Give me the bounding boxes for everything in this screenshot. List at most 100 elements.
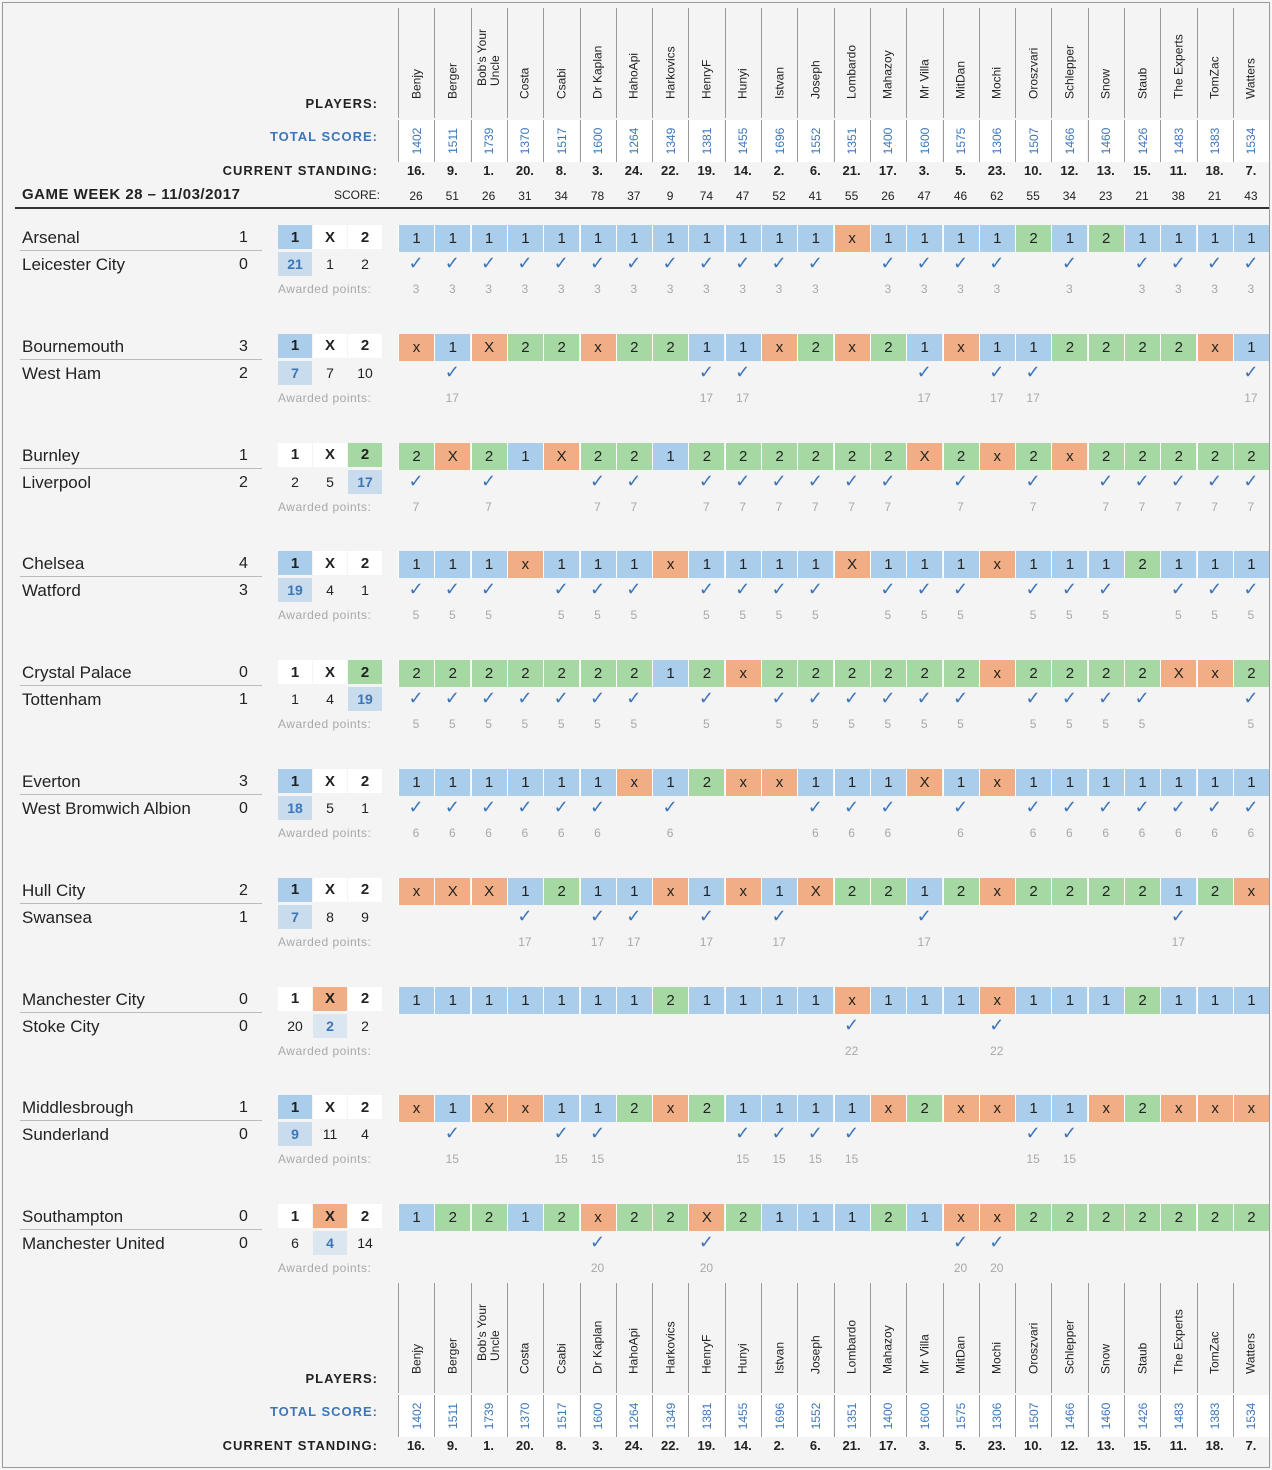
correct-check-icon: ✓ — [444, 579, 460, 600]
prediction-cell: 1 — [761, 1095, 797, 1123]
total-score-value: 1575 — [954, 127, 968, 155]
prediction-cell: X — [543, 442, 580, 470]
top-player-total-score: 1426 — [1124, 120, 1160, 162]
bottom-player-name: Oroszvari — [1015, 1283, 1051, 1393]
game-week-title: GAME WEEK 28 – 11/03/2017 — [22, 186, 241, 203]
awarded-points: 3 — [884, 282, 892, 296]
prediction-cell: x — [978, 551, 1015, 579]
top-player-total-score: 1483 — [1160, 120, 1197, 162]
awarded-points: 17 — [518, 934, 532, 949]
correct-check-icon: ✓ — [807, 579, 823, 600]
player-name-label: HenryF — [699, 1334, 714, 1374]
bottom-player-standing: 10. — [1024, 1438, 1043, 1453]
player-name-label: Dr Kaplan — [590, 1320, 605, 1374]
top-player-standing: 21. — [842, 163, 861, 178]
top-player-name: Staub — [1124, 8, 1160, 118]
correct-check-icon: ✓ — [880, 470, 896, 491]
bottom-player-total-score: 1381 — [688, 1395, 725, 1437]
prediction-cell: 2 — [1232, 660, 1269, 688]
prediction-cell: 1 — [1051, 225, 1088, 252]
prediction-cell: 2 — [1087, 1204, 1124, 1232]
prediction-cell: 1 — [543, 551, 580, 579]
awarded-points-label: Awarded points: — [278, 499, 372, 514]
awarded-points: 5 — [703, 717, 710, 732]
total-score-value: 1739 — [482, 127, 497, 155]
away-goals: 0 — [239, 1126, 248, 1144]
player-name-label: Mr Villa — [917, 1334, 932, 1374]
prediction-cell: 2 — [688, 660, 725, 688]
top-player-total-score: 1383 — [1196, 120, 1233, 162]
prediction-cell: 1 — [506, 769, 543, 796]
correct-check-icon: ✓ — [698, 688, 714, 709]
correct-check-icon: ✓ — [1243, 470, 1259, 491]
awarded-points: 15 — [736, 1152, 750, 1167]
team-divider — [20, 467, 262, 469]
prediction-cell: 2 — [1051, 1204, 1088, 1232]
prediction-cell: 1 — [978, 333, 1015, 361]
away-goals: 0 — [239, 256, 248, 273]
prediction-cell: 2 — [869, 877, 906, 905]
player-name-label: Hunyi — [735, 1343, 750, 1374]
awarded-points: 5 — [594, 717, 601, 732]
bottom-player-standing: 20. — [515, 1438, 534, 1453]
prediction-cell: 2 — [833, 877, 870, 905]
bottom-player-name: Csabi — [543, 1283, 579, 1393]
correct-check-icon: ✓ — [626, 470, 642, 491]
correct-check-icon: ✓ — [589, 1232, 606, 1253]
prediction-cell: X — [833, 551, 870, 579]
top-player-name: HenryF — [688, 8, 724, 118]
top-player-standing: 18. — [1205, 163, 1224, 178]
awarded-points: 6 — [521, 826, 529, 840]
prediction-cell: 2 — [615, 442, 652, 470]
correct-check-icon: ✓ — [553, 579, 569, 600]
player-name-label: Watters — [1243, 58, 1258, 99]
awarded-points: 5 — [521, 717, 529, 732]
home-team: Bournemouth — [22, 336, 125, 356]
prediction-cell: 1 — [652, 769, 689, 796]
top-player-standing: 10. — [1024, 163, 1043, 178]
bottom-player-name: Berger — [434, 1283, 470, 1393]
top-player-total-score: 1370 — [506, 120, 543, 162]
odds-header: 2 — [348, 660, 382, 685]
top-player-name: TomZac — [1196, 8, 1233, 118]
top-player-total-score: 1600 — [579, 120, 616, 162]
prediction-cell: 1 — [652, 442, 689, 470]
bottom-current-standing-label: CURRENT STANDING: — [222, 1438, 378, 1453]
correct-check-icon: ✓ — [1243, 797, 1259, 817]
awarded-points: 6 — [485, 826, 492, 840]
bottom-player-standing: 3. — [918, 1438, 930, 1453]
top-player-name: Harkovics — [652, 8, 688, 118]
prediction-cell: 1 — [579, 769, 616, 796]
player-name-label: Mr Villa — [917, 59, 932, 99]
correct-check-icon: ✓ — [444, 1123, 460, 1144]
awarded-points: 5 — [811, 608, 819, 623]
prediction-cell: 2 — [1124, 1095, 1160, 1123]
bottom-player-total-score: 1402 — [398, 1395, 434, 1437]
top-player-standing: 14. — [733, 163, 752, 178]
team-divider — [20, 685, 262, 687]
player-name-label: Hunyi — [735, 68, 750, 99]
player-name-label: Berger — [445, 62, 460, 99]
correct-check-icon: ✓ — [481, 579, 497, 600]
prediction-cell: 2 — [1087, 877, 1124, 905]
correct-check-icon: ✓ — [698, 1232, 714, 1253]
prediction-cell: 2 — [833, 660, 870, 688]
odds-header: X — [313, 225, 347, 249]
awarded-points: 6 — [666, 826, 674, 840]
player-name-label: Bob's Your Uncle — [475, 1303, 503, 1361]
prediction-cell: 1 — [579, 551, 616, 579]
odds-header: X — [313, 986, 347, 1011]
player-week-score: 26 — [881, 189, 895, 203]
top-player-name: Bob's Your Uncle — [470, 8, 507, 118]
awarded-points: 3 — [811, 282, 819, 296]
away-team: Sunderland — [22, 1125, 109, 1145]
top-player-name: Csabi — [543, 8, 579, 118]
top-player-standing: 17. — [878, 163, 897, 178]
bottom-player-standing: 7. — [1245, 1438, 1257, 1453]
awarded-points: 5 — [412, 717, 420, 732]
correct-check-icon: ✓ — [626, 905, 642, 926]
prediction-cell: 2 — [906, 1095, 943, 1123]
prediction-cell: x — [1160, 1095, 1197, 1123]
odds-header: 1 — [278, 551, 312, 576]
bottom-player-standing: 13. — [1096, 1438, 1115, 1453]
